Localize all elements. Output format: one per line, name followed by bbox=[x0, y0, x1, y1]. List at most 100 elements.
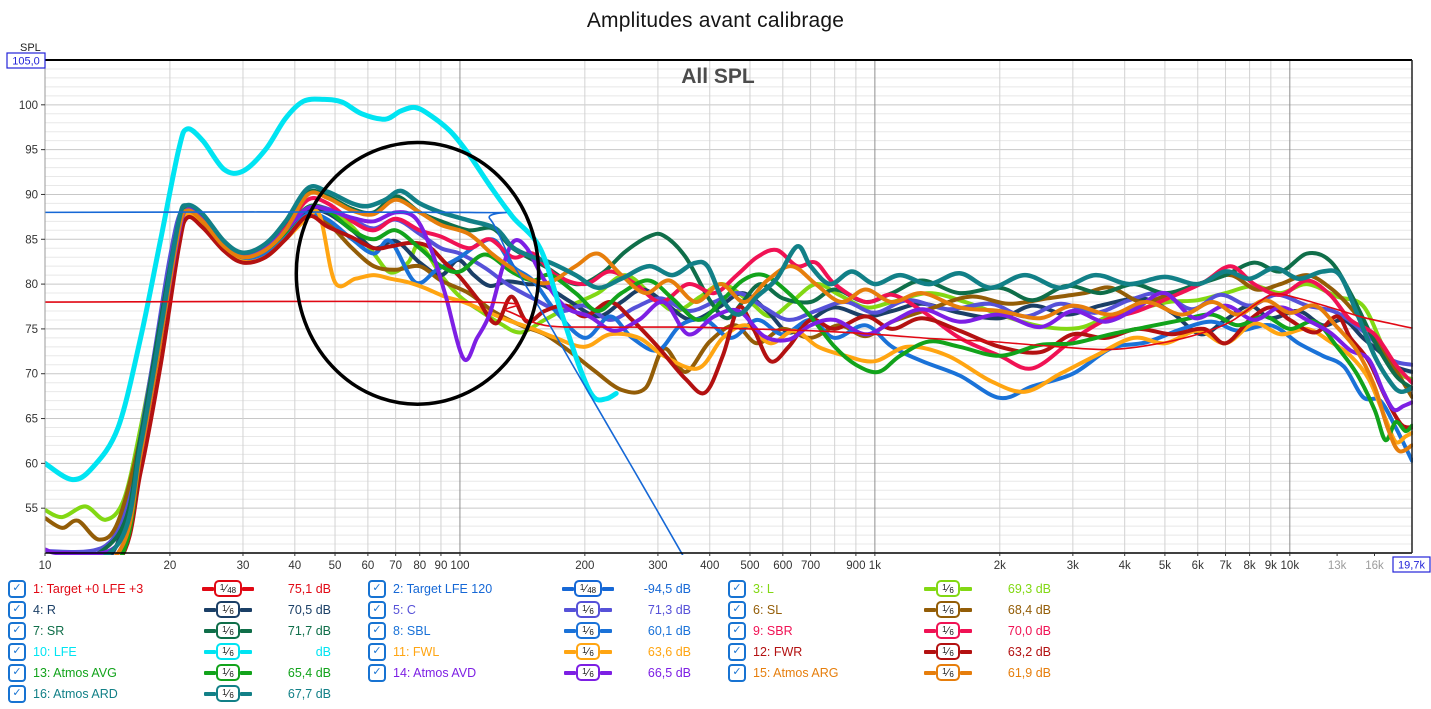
legend-item-8[interactable]: ✓ 8: SBL 1 ⁄ 6 60,1 dB bbox=[368, 620, 728, 641]
legend-line-sample bbox=[959, 607, 972, 612]
legend-checkbox-checked-icon[interactable]: ✓ bbox=[728, 663, 746, 682]
legend-checkbox-checked-icon[interactable]: ✓ bbox=[728, 621, 746, 640]
legend-item-10[interactable]: ✓ 10: LFE 1 ⁄ 6 dB bbox=[8, 641, 368, 662]
legend-level-value: 75,1 dB bbox=[287, 581, 331, 596]
plot-frame bbox=[44, 59, 1413, 554]
legend-item-7[interactable]: ✓ 7: SR 1 ⁄ 6 71,7 dB bbox=[8, 620, 368, 641]
legend-line-sample bbox=[564, 607, 577, 612]
legend-checkbox-checked-icon[interactable]: ✓ bbox=[728, 642, 746, 661]
legend-item-3[interactable]: ✓ 3: L 1 ⁄ 6 69,3 dB bbox=[728, 578, 1088, 599]
legend-line-sample bbox=[599, 628, 612, 633]
legend-checkbox-checked-icon[interactable]: ✓ bbox=[8, 684, 26, 703]
legend-series-label: 7: SR bbox=[33, 623, 65, 638]
smoothing-value: 1 ⁄ 6 bbox=[936, 664, 960, 681]
smoothing-badge: 1 ⁄ 6 bbox=[553, 622, 623, 639]
x-tick-label: 1k bbox=[869, 560, 881, 572]
legend-line-sample bbox=[564, 628, 577, 633]
x-tick-label: 70 bbox=[389, 560, 402, 572]
legend-item-5[interactable]: ✓ 5: C 1 ⁄ 6 71,3 dB bbox=[368, 599, 728, 620]
cursor-freq-value: 19,7k bbox=[1398, 560, 1425, 572]
legend-item-15[interactable]: ✓ 15: Atmos ARG 1 ⁄ 6 61,9 dB bbox=[728, 662, 1088, 683]
smoothing-value: 1 ⁄ 6 bbox=[936, 622, 960, 639]
x-tick-label: 5k bbox=[1159, 560, 1171, 572]
legend-series-label: 5: C bbox=[393, 602, 416, 617]
legend-item-14[interactable]: ✓ 14: Atmos AVD 1 ⁄ 6 66,5 dB bbox=[368, 662, 728, 683]
cursor-freq-box[interactable]: 19,7k bbox=[1392, 556, 1431, 573]
legend-level-value: 69,3 dB bbox=[1007, 581, 1051, 596]
legend-checkbox-checked-icon[interactable]: ✓ bbox=[8, 642, 26, 661]
y-axis-labels: 100 95 90 85 80 75 70 65 60 55 bbox=[19, 100, 45, 515]
legend-item-4[interactable]: ✓ 4: R 1 ⁄ 6 70,5 dB bbox=[8, 599, 368, 620]
legend-checkbox-checked-icon[interactable]: ✓ bbox=[8, 600, 26, 619]
legend-line-sample bbox=[201, 586, 214, 591]
legend-line-sample bbox=[959, 586, 972, 591]
legend-level-value: 71,7 dB bbox=[287, 623, 331, 638]
series-curve-atmos-arg bbox=[113, 190, 1413, 555]
legend-level-value: 71,3 dB bbox=[647, 602, 691, 617]
legend-item-6[interactable]: ✓ 6: SL 1 ⁄ 6 68,4 dB bbox=[728, 599, 1088, 620]
legend-checkbox-checked-icon[interactable]: ✓ bbox=[728, 579, 746, 598]
x-tick-label: 3k bbox=[1067, 560, 1079, 572]
legend-item-9[interactable]: ✓ 9: SBR 1 ⁄ 6 70,0 dB bbox=[728, 620, 1088, 641]
smoothing-value: 1 ⁄ 6 bbox=[576, 643, 600, 660]
legend-line-sample bbox=[599, 607, 612, 612]
legend-line-sample bbox=[924, 607, 937, 612]
smoothing-value: 1 ⁄ 6 bbox=[576, 601, 600, 618]
x-tick-label: 50 bbox=[329, 560, 342, 572]
legend-level-value: 67,7 dB bbox=[287, 686, 331, 701]
x-tick-label: 700 bbox=[801, 560, 820, 572]
legend-series-label: 16: Atmos ARD bbox=[33, 686, 118, 701]
legend-item-1[interactable]: ✓ 1: Target +0 LFE +3 1 ⁄ 48 75,1 dB bbox=[8, 578, 368, 599]
smoothing-value: 1 ⁄ 6 bbox=[216, 643, 240, 660]
circle-annotation bbox=[294, 140, 541, 406]
legend-checkbox-checked-icon[interactable]: ✓ bbox=[368, 621, 386, 640]
legend-line-sample bbox=[599, 670, 612, 675]
legend-line-sample bbox=[959, 628, 972, 633]
smoothing-badge: 1 ⁄ 6 bbox=[913, 622, 983, 639]
legend-checkbox-checked-icon[interactable]: ✓ bbox=[368, 600, 386, 619]
x-tick-label: 8k bbox=[1244, 560, 1256, 572]
legend-level-value: 70,0 dB bbox=[1007, 623, 1051, 638]
legend-item-13[interactable]: ✓ 13: Atmos AVG 1 ⁄ 6 65,4 dB bbox=[8, 662, 368, 683]
cursor-spl-value: 105,0 bbox=[12, 56, 40, 68]
legend-checkbox-checked-icon[interactable]: ✓ bbox=[8, 663, 26, 682]
x-tick-label: 16k bbox=[1365, 560, 1384, 572]
legend-level-value: 66,5 dB bbox=[647, 665, 691, 680]
smoothing-value: 1 ⁄ 6 bbox=[576, 664, 600, 681]
smoothing-value: 1 ⁄ 6 bbox=[216, 664, 240, 681]
legend-item-11[interactable]: ✓ 11: FWL 1 ⁄ 6 63,6 dB bbox=[368, 641, 728, 662]
legend-checkbox-checked-icon[interactable]: ✓ bbox=[368, 579, 386, 598]
legend-series-label: 4: R bbox=[33, 602, 56, 617]
legend-series-label: 9: SBR bbox=[753, 623, 793, 638]
smoothing-badge: 1 ⁄ 48 bbox=[553, 580, 623, 597]
smoothing-value: 1 ⁄ 6 bbox=[576, 622, 600, 639]
legend-item-12[interactable]: ✓ 12: FWR 1 ⁄ 6 63,2 dB bbox=[728, 641, 1088, 662]
legend-series-label: 13: Atmos AVG bbox=[33, 665, 117, 680]
legend-line-sample bbox=[204, 607, 217, 612]
legend-checkbox-checked-icon[interactable]: ✓ bbox=[728, 600, 746, 619]
y-tick-label: 55 bbox=[25, 503, 38, 515]
x-tick-label: 6k bbox=[1192, 560, 1204, 572]
legend-checkbox-checked-icon[interactable]: ✓ bbox=[368, 663, 386, 682]
x-tick-label: 400 bbox=[700, 560, 719, 572]
spl-chart: All SPL SPL 105,0 19,7k 10 20 30 40 50 60 70 80… bbox=[6, 42, 1431, 573]
legend-line-sample bbox=[959, 649, 972, 654]
smoothing-badge: 1 ⁄ 6 bbox=[193, 601, 263, 618]
x-tick-label: 9k bbox=[1265, 560, 1277, 572]
x-tick-label: 30 bbox=[237, 560, 250, 572]
legend-checkbox-checked-icon[interactable]: ✓ bbox=[368, 642, 386, 661]
legend-item-16[interactable]: ✓ 16: Atmos ARD 1 ⁄ 6 67,7 dB bbox=[8, 683, 368, 704]
y-tick-label: 65 bbox=[25, 414, 38, 426]
legend-checkbox-checked-icon[interactable]: ✓ bbox=[8, 621, 26, 640]
x-tick-label: 100 bbox=[450, 560, 469, 572]
smoothing-badge: 1 ⁄ 6 bbox=[193, 643, 263, 660]
x-tick-label: 600 bbox=[773, 560, 792, 572]
legend-item-2[interactable]: ✓ 2: Target LFE 120 1 ⁄ 48 -94,5 dB bbox=[368, 578, 728, 599]
legend-line-sample bbox=[599, 649, 612, 654]
smoothing-badge: 1 ⁄ 6 bbox=[913, 601, 983, 618]
legend-series-label: 10: LFE bbox=[33, 644, 77, 659]
legend-checkbox-checked-icon[interactable]: ✓ bbox=[8, 579, 26, 598]
legend-line-sample bbox=[959, 670, 972, 675]
cursor-spl-box[interactable]: 105,0 bbox=[6, 52, 46, 69]
series-curve-target-lfe-120 bbox=[45, 211, 684, 555]
